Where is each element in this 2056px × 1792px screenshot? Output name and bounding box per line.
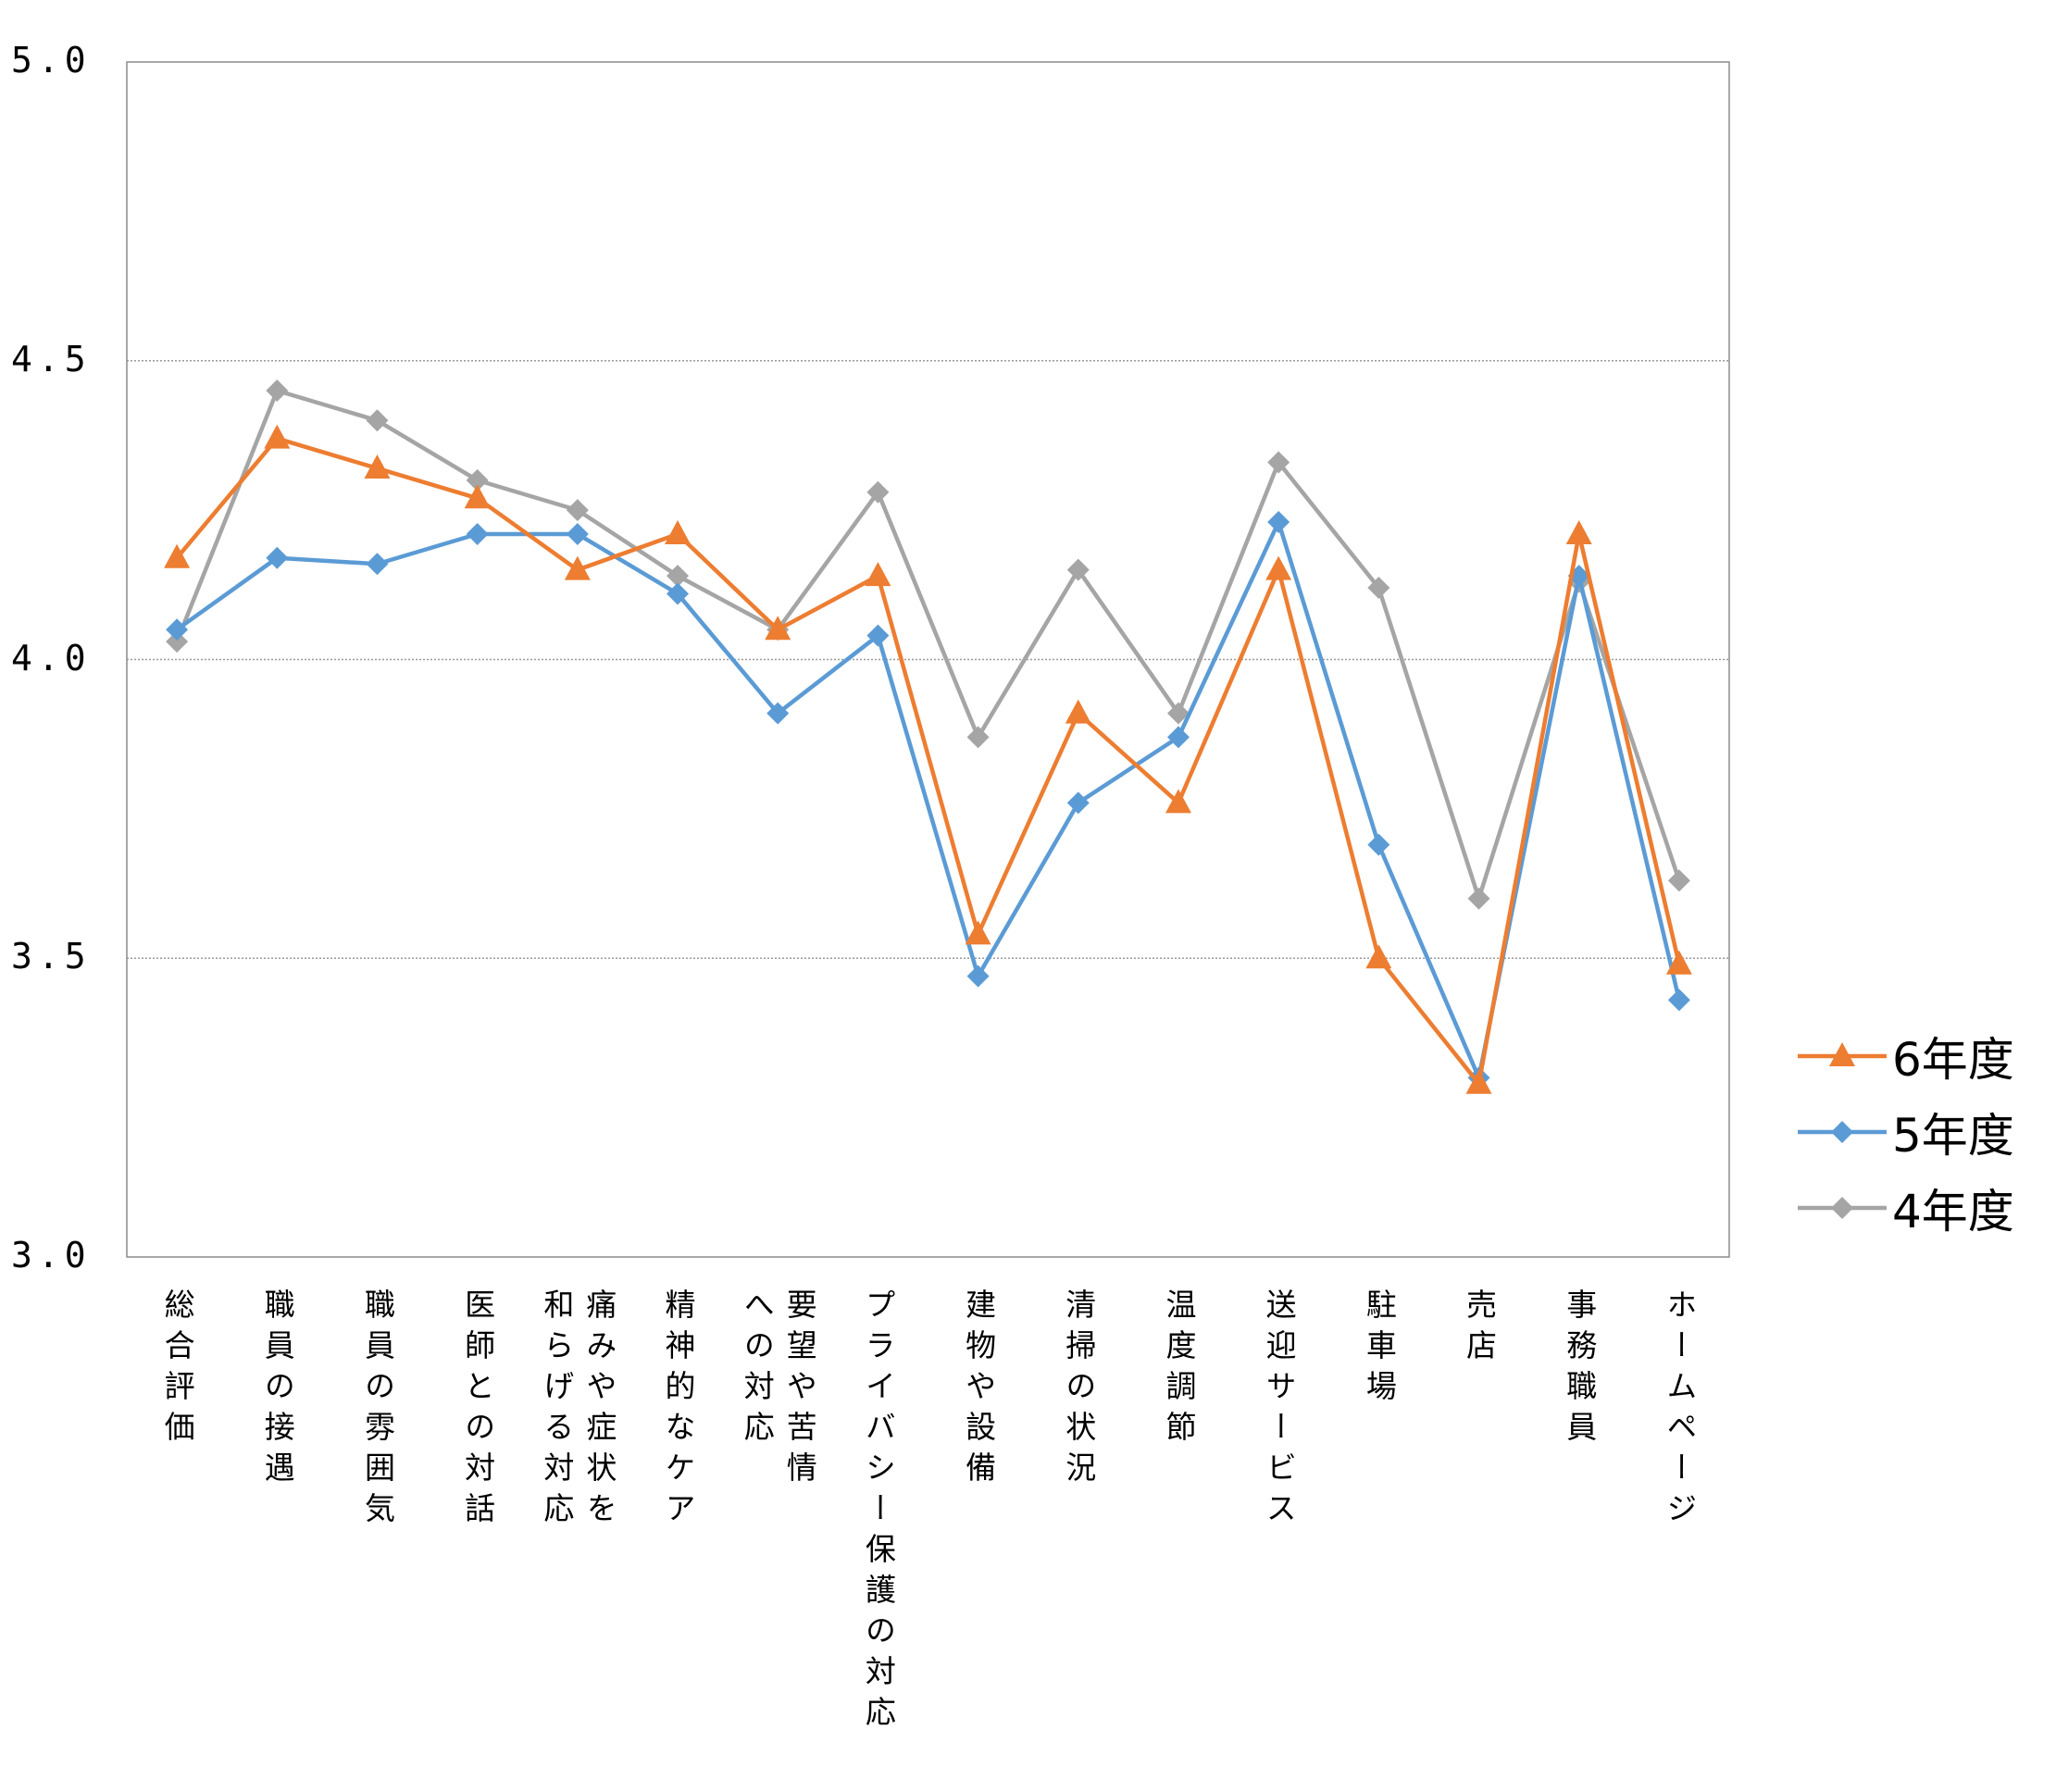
series-line — [175, 388, 1682, 901]
data-point — [366, 553, 389, 576]
legend-item: 6年度 — [1796, 1023, 2014, 1089]
data-point — [1065, 699, 1091, 724]
data-point — [264, 424, 291, 449]
x-tick-label: 駐車場 — [1361, 1288, 1398, 1411]
data-point — [866, 480, 890, 504]
data-point — [366, 409, 389, 432]
y-tick-label: 3.0 — [11, 1235, 92, 1276]
data-point — [1367, 833, 1390, 856]
legend-label: 4年度 — [1892, 1185, 2014, 1238]
data-point — [1365, 944, 1392, 969]
data-point — [1565, 519, 1592, 544]
data-point — [266, 546, 289, 569]
x-tick-label: プライバシー保護の対応 — [860, 1288, 897, 1736]
series-line — [175, 519, 1682, 1080]
x-tick-label: 痛みや症状を 和らげる対応 — [538, 1288, 617, 1533]
data-point — [364, 454, 391, 479]
data-point — [1367, 577, 1390, 600]
legend-label: 5年度 — [1892, 1109, 2014, 1163]
x-tick-label: 事務職員 — [1561, 1288, 1598, 1451]
data-point — [667, 565, 690, 588]
x-tick-label: 精神的なケア — [660, 1288, 697, 1533]
x-tick-label: 清掃の状況 — [1060, 1288, 1097, 1492]
data-point — [564, 555, 591, 580]
x-tick-label: 送迎サービス — [1261, 1288, 1298, 1533]
data-point — [965, 920, 991, 945]
data-point — [1166, 726, 1190, 749]
legend-diamond-icon — [1798, 1197, 1887, 1219]
data-point — [466, 522, 489, 545]
data-point — [164, 543, 191, 568]
data-point — [1465, 1069, 1492, 1094]
data-point — [266, 380, 289, 403]
data-point — [1267, 451, 1290, 474]
legend-item: 4年度 — [1796, 1175, 2014, 1241]
legend-triangle-icon — [1798, 1042, 1887, 1066]
data-point — [1265, 555, 1292, 580]
data-point — [766, 702, 790, 725]
data-point — [1267, 511, 1290, 534]
data-point — [1667, 869, 1690, 892]
plot-area-border — [126, 61, 1730, 1258]
y-tick-label: 4.0 — [11, 637, 92, 678]
data-point — [166, 618, 189, 641]
data-point — [1066, 558, 1090, 581]
data-point — [1066, 791, 1090, 815]
x-tick-label: 総合評価 — [159, 1288, 196, 1451]
data-point — [466, 468, 489, 492]
legend-diamond-icon — [1798, 1121, 1887, 1143]
legend-item: 5年度 — [1796, 1099, 2014, 1165]
data-point — [1165, 789, 1191, 814]
x-tick-label: ホームページ — [1661, 1288, 1698, 1533]
legend-label: 6年度 — [1892, 1033, 2014, 1087]
x-tick-label: 売店 — [1461, 1288, 1498, 1370]
x-tick-label: 職員の雰囲気 — [359, 1288, 396, 1533]
data-point — [865, 562, 891, 587]
data-point — [166, 630, 189, 653]
x-tick-label: 建物や設備 — [960, 1288, 997, 1492]
data-point — [966, 726, 990, 749]
data-point — [1665, 950, 1692, 975]
y-tick-label: 5.0 — [11, 40, 92, 81]
x-tick-label: 温度調節 — [1160, 1288, 1197, 1451]
data-point — [464, 484, 491, 509]
x-tick-label: 要望や苦情 への対応 — [739, 1288, 818, 1492]
data-point — [566, 522, 589, 545]
data-point — [667, 582, 690, 605]
data-point — [765, 616, 791, 641]
data-point — [1467, 887, 1490, 910]
y-tick-label: 3.5 — [11, 936, 92, 977]
data-point — [866, 624, 890, 647]
x-tick-label: 職員の接遇 — [259, 1288, 296, 1492]
y-tick-label: 4.5 — [11, 338, 92, 380]
x-tick-label: 医師との対話 — [459, 1288, 496, 1533]
data-point — [665, 519, 692, 544]
data-point — [966, 964, 990, 988]
series-line — [175, 436, 1682, 1087]
data-point — [1667, 989, 1690, 1012]
data-point — [1166, 702, 1190, 725]
data-point — [566, 499, 589, 522]
